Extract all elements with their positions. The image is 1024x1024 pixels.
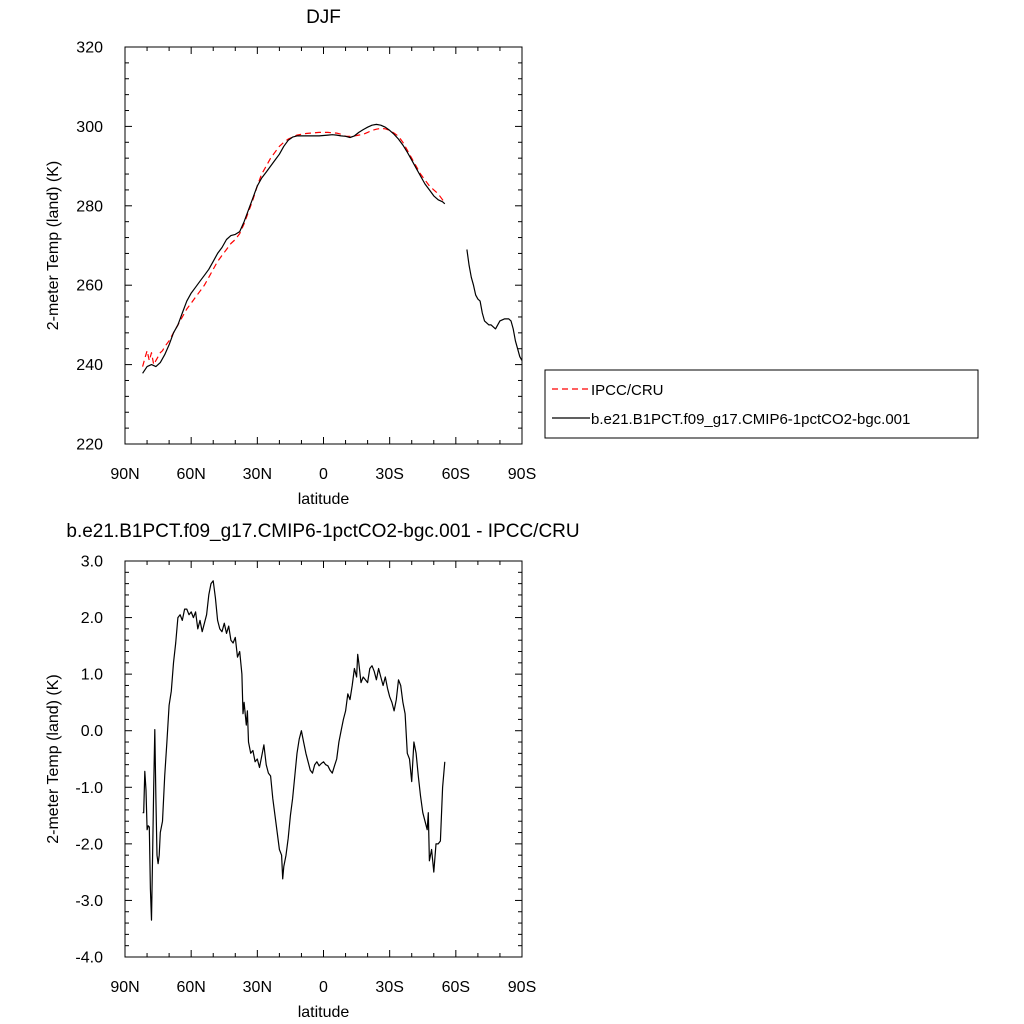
top-chart-title: DJF: [306, 7, 341, 28]
legend-label-0: IPCC/CRU: [591, 382, 664, 399]
bottom-y-tick-label: 0.0: [81, 723, 103, 740]
bottom-x-tick-label: 30N: [243, 979, 272, 996]
bottom-y-tick-label: -2.0: [75, 836, 103, 853]
bottom-chart: b.e21.B1PCT.f09_g17.CMIP6-1pctCO2-bgc.00…: [45, 521, 580, 1021]
top-x-tick-label: 90N: [110, 466, 139, 483]
top-y-tick-label: 260: [76, 278, 103, 295]
bottom-y-tick-label: -1.0: [75, 780, 103, 797]
bottom-x-tick-label: 90S: [508, 979, 536, 996]
top-plot-frame: [124, 46, 523, 445]
top-y-tick-label: 240: [76, 357, 103, 374]
top-y-axis-label: 2-meter Temp (land) (K): [45, 161, 62, 331]
top-x-tick-label: 0: [319, 466, 328, 483]
bottom-x-axis-label: latitude: [298, 1004, 350, 1021]
top-y-tick-label: 220: [76, 437, 103, 454]
bottom-y-tick-label: 1.0: [81, 667, 103, 684]
legend: IPCC/CRU b.e21.B1PCT.f09_g17.CMIP6-1pctCO…: [544, 369, 979, 439]
top-x-tick-label: 90S: [508, 466, 536, 483]
top-chart: DJF 90N 60N 30N 0 30S 60S 90S 220 240 260 280 300 320…: [45, 7, 979, 508]
bottom-y-axis-label: 2-meter Temp (land) (K): [45, 674, 62, 844]
top-y-tick-label: 320: [76, 40, 103, 57]
top-y-tick-label: 300: [76, 119, 103, 136]
bottom-x-tick-label: 90N: [110, 979, 139, 996]
bottom-y-tick-label: 2.0: [81, 610, 103, 627]
bottom-plot-frame: [124, 560, 523, 958]
legend-box: [544, 369, 979, 439]
bottom-x-tick-label: 60N: [176, 979, 205, 996]
top-x-tick-label: 60N: [176, 466, 205, 483]
top-series-line-0: [142, 127, 446, 367]
bottom-y-tick-label: -4.0: [75, 950, 103, 967]
top-series-line-1: [142, 123, 523, 374]
bottom-x-tick-label: 60S: [442, 979, 470, 996]
bottom-y-tick-label: 3.0: [81, 554, 103, 571]
top-x-axis-label: latitude: [298, 491, 350, 508]
top-x-tick-label: 30N: [243, 466, 272, 483]
bottom-x-tick-label: 30S: [375, 979, 403, 996]
top-x-tick-label: 30S: [375, 466, 403, 483]
top-x-tick-label: 60S: [442, 466, 470, 483]
bottom-x-tick-label: 0: [319, 979, 328, 996]
bottom-chart-title: b.e21.B1PCT.f09_g17.CMIP6-1pctCO2-bgc.00…: [66, 521, 579, 542]
bottom-y-tick-label: -3.0: [75, 893, 103, 910]
top-y-tick-label: 280: [76, 198, 103, 215]
legend-label-1: b.e21.B1PCT.f09_g17.CMIP6-1pctCO2-bgc.00…: [591, 411, 910, 428]
bottom-series-line-0: [142, 580, 446, 921]
